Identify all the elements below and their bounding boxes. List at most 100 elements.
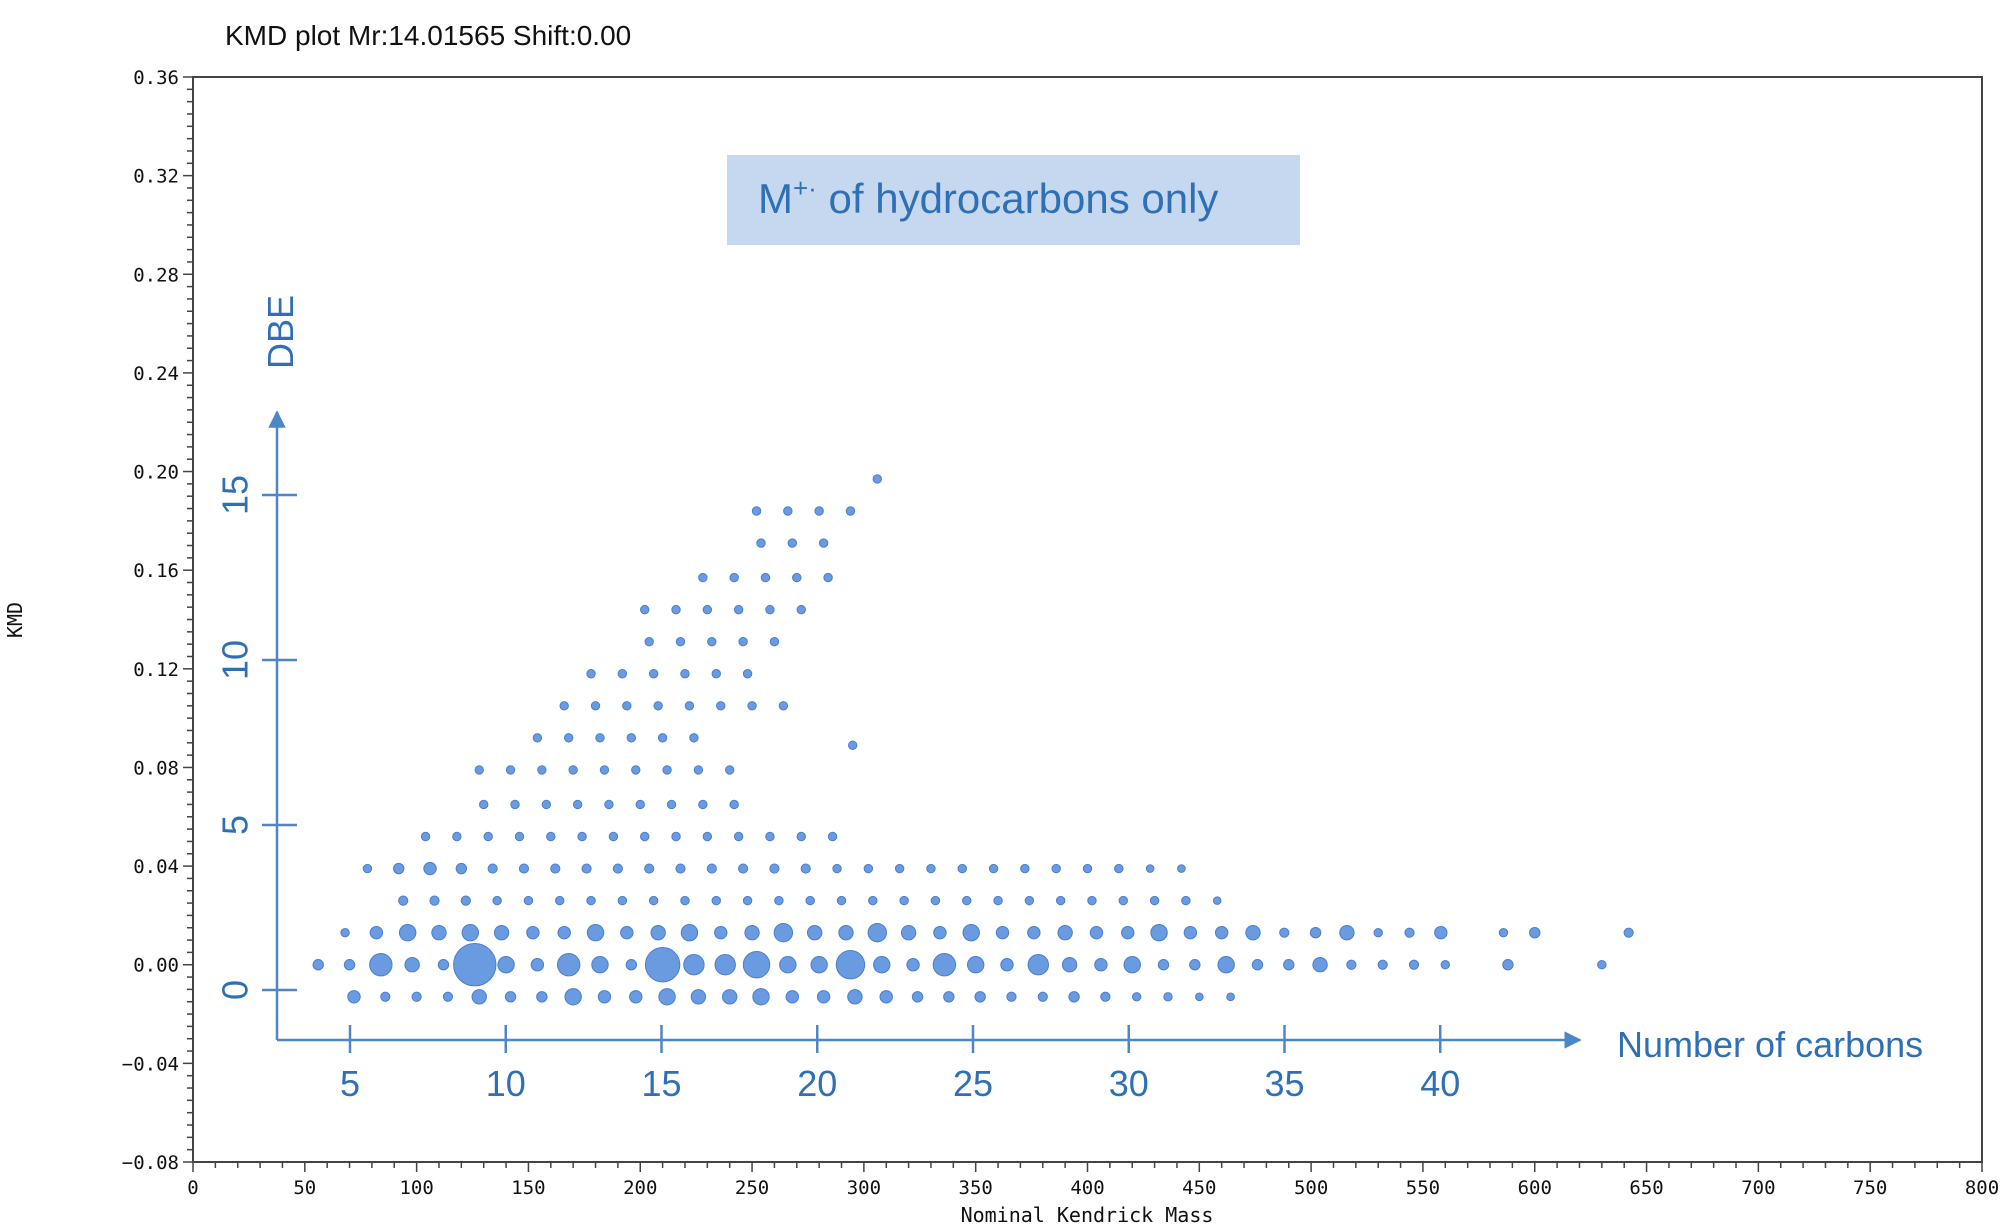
data-point: [595, 733, 605, 743]
data-point: [742, 951, 771, 979]
carbon-dbe-overlay: 5 10 15 20 25 30 35 40 0 5 10 15 Number of carbons…: [215, 295, 1924, 1104]
data-point: [932, 953, 957, 977]
data-point: [872, 474, 882, 484]
data-point: [640, 831, 650, 842]
data-point: [504, 991, 517, 1003]
data-point: [933, 925, 947, 940]
data-point: [774, 895, 784, 906]
y-tick-label: 0.20: [133, 462, 179, 484]
data-point: [530, 958, 545, 972]
data-point: [577, 831, 587, 842]
data-point: [550, 863, 561, 874]
data-point: [787, 538, 798, 548]
carbon-tick-label: 40: [1420, 1063, 1460, 1104]
data-point: [362, 863, 373, 874]
data-point: [492, 895, 502, 906]
data-point: [957, 863, 967, 874]
data-point: [693, 765, 704, 775]
data-point: [1434, 925, 1448, 940]
data-point: [648, 895, 659, 906]
data-point: [493, 924, 510, 941]
data-point: [563, 733, 574, 743]
data-point: [733, 604, 744, 615]
data-point: [523, 895, 534, 906]
data-point: [497, 956, 515, 974]
data-point: [1217, 956, 1235, 974]
data-point: [1100, 991, 1111, 1002]
data-point: [783, 506, 793, 516]
data-point: [431, 924, 447, 941]
data-point: [729, 572, 739, 583]
data-point: [744, 924, 760, 941]
data-point: [894, 863, 905, 874]
data-point: [1027, 925, 1041, 940]
x-tick-label: 0: [187, 1177, 198, 1199]
data-point: [369, 953, 393, 977]
carbon-axis-label: Number of carbons: [1617, 1024, 1923, 1065]
data-point: [683, 954, 705, 976]
data-point: [526, 925, 540, 940]
data-point: [505, 765, 516, 775]
data-point: [1339, 924, 1355, 941]
data-point: [879, 990, 893, 1004]
y-tick-label: 0.28: [133, 264, 179, 286]
data-point: [805, 895, 815, 906]
data-point: [487, 863, 498, 874]
x-axis-title: Nominal Kendrick Mass: [961, 1203, 1214, 1227]
data-point: [537, 765, 547, 775]
data-point: [765, 604, 775, 615]
data-point: [899, 895, 909, 906]
data-point: [420, 831, 431, 842]
data-point: [845, 506, 856, 516]
dbe-tick-label: 10: [215, 640, 256, 680]
data-point: [680, 895, 690, 906]
data-point: [995, 925, 1010, 940]
data-point: [863, 863, 874, 874]
data-point: [810, 956, 828, 974]
data-point: [437, 959, 450, 971]
note-background: [727, 155, 1300, 245]
data-point: [1214, 925, 1229, 940]
data-point: [906, 958, 920, 972]
data-point: [729, 799, 739, 810]
data-point: [926, 863, 936, 874]
data-point: [1055, 895, 1066, 906]
data-point: [586, 923, 605, 942]
data-point: [671, 831, 681, 842]
data-point: [698, 572, 708, 583]
data-point: [1623, 927, 1634, 938]
note-superscript: +·: [793, 173, 817, 203]
data-point: [742, 895, 753, 906]
data-point: [398, 923, 417, 942]
data-point: [974, 991, 986, 1003]
data-point: [1118, 895, 1128, 906]
data-point: [800, 863, 811, 874]
data-point: [599, 765, 610, 775]
data-point: [1245, 924, 1261, 941]
data-point: [404, 957, 420, 973]
dbe-tick-label: 15: [215, 475, 256, 515]
dbe-tick-label: 5: [215, 815, 256, 835]
data-point: [1195, 992, 1204, 1002]
x-tick-label: 700: [1741, 1177, 1775, 1199]
dbe-ticks: 0 5 10 15: [215, 475, 297, 1000]
x-tick-label: 50: [293, 1177, 316, 1199]
data-point: [742, 669, 753, 679]
dbe-tick-label: 0: [215, 980, 256, 1000]
data-point: [738, 863, 749, 874]
data-point: [510, 799, 520, 810]
data-point: [725, 765, 735, 775]
data-point: [635, 799, 645, 810]
carbon-tick-label: 30: [1109, 1063, 1149, 1104]
y-axis: −0.08 −0.04 0.00 0.04 0.08 0.12 0.16 0.20 0.24 0.…: [122, 67, 193, 1174]
data-point: [769, 636, 780, 647]
data-point: [479, 799, 489, 810]
data-point: [1597, 960, 1607, 970]
data-point: [835, 950, 866, 980]
data-point: [631, 765, 641, 775]
x-tick-label: 150: [511, 1177, 545, 1199]
data-point: [1150, 923, 1168, 942]
carbon-tick-label: 5: [340, 1063, 360, 1104]
data-point: [698, 799, 708, 810]
data-point: [617, 895, 628, 906]
